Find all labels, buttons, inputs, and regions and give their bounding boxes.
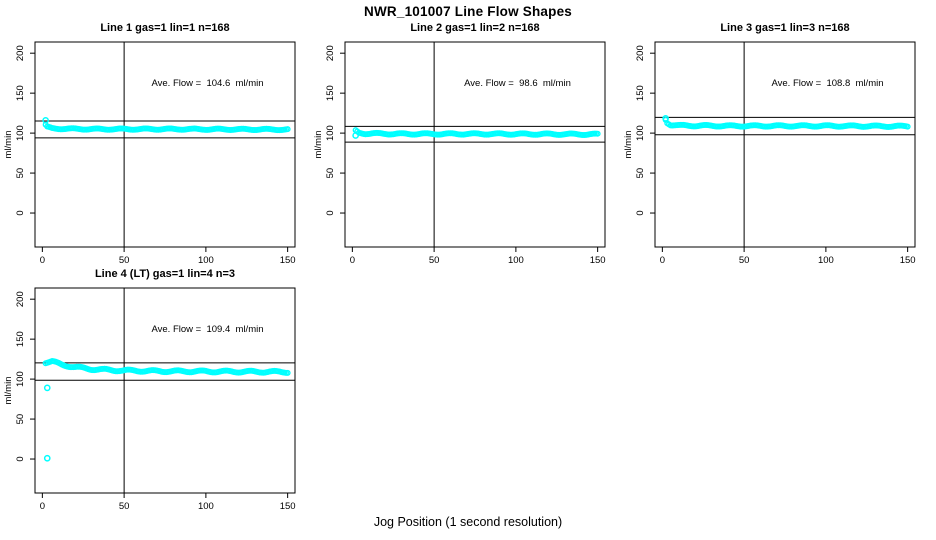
panel-title: Line 4 (LT) gas=1 lin=4 n=3: [94, 268, 236, 280]
x-tick-label: 50: [739, 255, 750, 266]
y-axis-label: ml/min: [313, 131, 324, 159]
y-tick-label: 150: [325, 85, 336, 101]
y-tick-label: 0: [15, 456, 26, 461]
ave-flow-annotation: Ave. Flow = 104.6 ml/min: [151, 78, 264, 89]
x-tick-label: 100: [198, 501, 214, 512]
y-tick-label: 100: [325, 125, 336, 141]
y-tick-label: 50: [15, 168, 26, 179]
panel-line-3: Line 3 gas=1 lin=3 n=168 Ave. Flow = 108…: [620, 18, 932, 270]
panel-plot-area: 0 50 100 150 0 50 100 150 200 ml/min: [313, 41, 606, 266]
y-tick-label: 200: [635, 45, 646, 61]
ave-flow-annotation: Ave. Flow = 108.8 ml/min: [771, 78, 884, 89]
panel-plot-area: 0 50 100 150 0 50 100 150 200 ml/min: [623, 41, 916, 266]
y-tick-label: 150: [15, 85, 26, 101]
y-axis-label: ml/min: [3, 377, 14, 405]
chart-title: NWR_101007 Line Flow Shapes: [364, 4, 572, 19]
panel-line-2: Line 2 gas=1 lin=2 n=168 Ave. Flow = 98.…: [310, 18, 622, 270]
x-tick-label: 150: [900, 255, 916, 266]
x-tick-label: 50: [119, 255, 130, 266]
x-tick-label: 0: [40, 255, 45, 266]
y-tick-label: 0: [635, 210, 646, 215]
y-tick-label: 100: [15, 125, 26, 141]
x-tick-label: 50: [429, 255, 440, 266]
x-tick-label: 100: [198, 255, 214, 266]
x-tick-label: 0: [660, 255, 665, 266]
y-tick-label: 150: [635, 85, 646, 101]
panel-plot-area: 0 50 100 150 0 50 100 150 200 ml/min: [3, 287, 296, 512]
y-tick-label: 150: [15, 331, 26, 347]
y-tick-label: 200: [15, 291, 26, 307]
panel-title: Line 3 gas=1 lin=3 n=168: [720, 22, 850, 34]
x-tick-label: 100: [818, 255, 834, 266]
y-axis-label: ml/min: [3, 131, 14, 159]
y-axis-label: ml/min: [623, 131, 634, 159]
ave-flow-annotation: Ave. Flow = 109.4 ml/min: [151, 324, 264, 335]
x-tick-label: 50: [119, 501, 130, 512]
x-tick-label: 0: [40, 501, 45, 512]
y-tick-label: 200: [15, 45, 26, 61]
x-tick-label: 150: [590, 255, 606, 266]
y-tick-label: 100: [15, 371, 26, 387]
y-tick-label: 50: [635, 168, 646, 179]
x-tick-label: 150: [280, 501, 296, 512]
ave-flow-annotation: Ave. Flow = 98.6 ml/min: [464, 78, 571, 89]
y-tick-label: 50: [325, 168, 336, 179]
y-tick-label: 0: [15, 210, 26, 215]
y-tick-label: 200: [325, 45, 336, 61]
panel-line-1: Line 1 gas=1 lin=1 n=168 Ave. Flow = 104…: [0, 18, 312, 270]
y-tick-label: 100: [635, 125, 646, 141]
x-axis-label: Jog Position (1 second resolution): [373, 515, 563, 529]
y-tick-label: 50: [15, 414, 26, 425]
x-tick-label: 0: [350, 255, 355, 266]
panel-line-4: Line 4 (LT) gas=1 lin=4 n=3 Ave. Flow = …: [0, 264, 312, 516]
y-tick-label: 0: [325, 210, 336, 215]
panel-title: Line 2 gas=1 lin=2 n=168: [410, 22, 540, 34]
x-tick-label: 100: [508, 255, 524, 266]
panel-title: Line 1 gas=1 lin=1 n=168: [100, 22, 230, 34]
x-tick-label: 150: [280, 255, 296, 266]
panel-plot-area: 0 50 100 150 0 50 100 150 200 ml/min: [3, 41, 296, 266]
